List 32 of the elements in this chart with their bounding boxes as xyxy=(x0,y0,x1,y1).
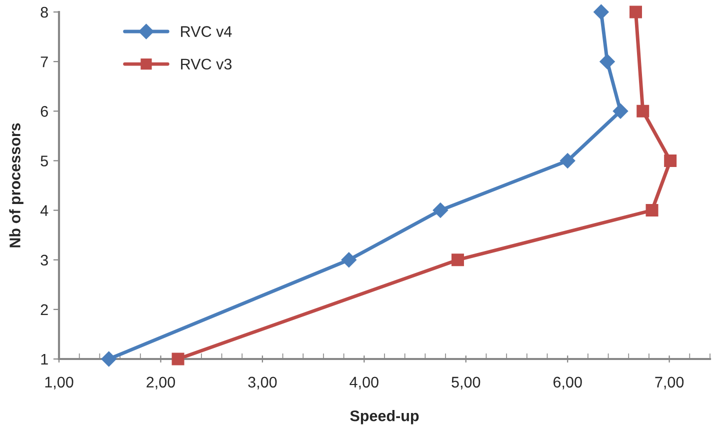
point xyxy=(172,352,184,366)
point xyxy=(612,104,628,119)
point xyxy=(636,104,650,118)
y-tick-label: 5 xyxy=(40,156,48,166)
point xyxy=(594,4,609,20)
point xyxy=(646,204,658,217)
y-tick-label: 8 xyxy=(40,6,48,18)
y-tick-label: 7 xyxy=(40,56,48,68)
point xyxy=(560,153,576,168)
point xyxy=(432,202,448,218)
point xyxy=(101,351,116,367)
x-tick-label: 5,00 xyxy=(452,376,480,390)
x-tick-label: 3,00 xyxy=(248,376,277,390)
point xyxy=(664,154,677,167)
x-tick-label: 1,00 xyxy=(45,376,74,390)
y-tick-label: 1 xyxy=(41,354,48,365)
x-axis-title: Speed-up xyxy=(350,410,419,424)
x-tick-label: 7,00 xyxy=(655,376,684,390)
point xyxy=(629,6,642,18)
legend-label: RVC v3 xyxy=(181,58,232,70)
x-tick-label: 2,00 xyxy=(146,376,175,390)
legend-label: RVC v4 xyxy=(181,26,232,37)
x-tick-label: 4,00 xyxy=(350,376,378,390)
y-tick-label: 2 xyxy=(40,304,48,315)
point xyxy=(341,252,356,268)
y-tick-label: 3 xyxy=(40,254,48,266)
x-tick-label: 6,00 xyxy=(554,376,582,390)
y-tick-label: 4 xyxy=(40,205,48,216)
point xyxy=(600,54,615,70)
y-tick-label: 6 xyxy=(40,106,48,117)
point xyxy=(451,254,464,266)
y-axis-title: Nb of processors xyxy=(9,123,24,248)
